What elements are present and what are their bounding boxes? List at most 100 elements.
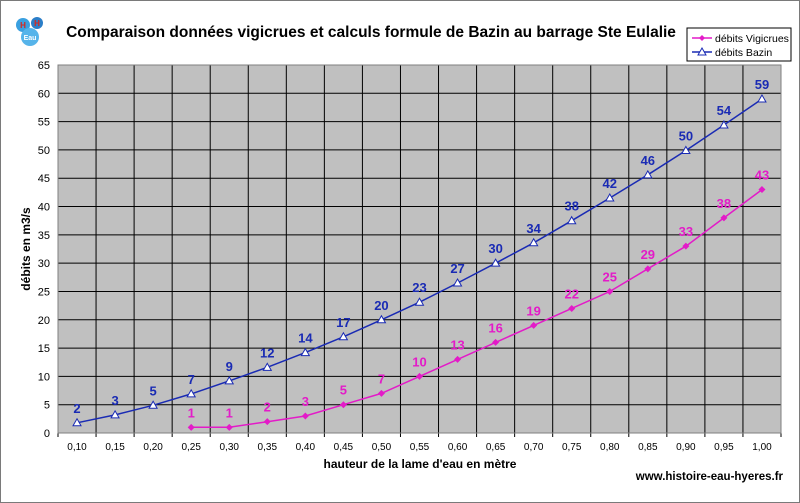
data-point-bazin [642, 169, 653, 179]
y-tick-label: 45 [38, 173, 50, 185]
x-tick-label: 0,40 [296, 442, 316, 453]
data-label-bazin: 17 [336, 315, 350, 330]
logo-letter-left: H [20, 21, 26, 30]
data-point-bazin [148, 400, 158, 409]
x-tick-label: 0,25 [181, 442, 201, 453]
x-tick-label: 0,50 [372, 442, 392, 453]
data-point-bazin [72, 417, 82, 427]
logo-word: Eau [24, 35, 37, 42]
data-label-bazin: 23 [412, 280, 426, 295]
x-tick-label: 0,10 [67, 442, 87, 453]
data-label-bazin: 7 [188, 372, 195, 387]
y-tick-label: 60 [38, 88, 50, 100]
plot-border [57, 64, 782, 434]
x-tick-label: 0,80 [600, 442, 620, 453]
data-label-vigicrues: 38 [717, 196, 731, 211]
data-point-bazin [566, 215, 577, 225]
y-tick-label: 40 [38, 202, 50, 214]
data-point-vigicrues [187, 423, 195, 431]
data-label-vigicrues: 29 [641, 247, 655, 262]
x-tick-label: 0,70 [524, 442, 544, 453]
data-label-vigicrues: 19 [526, 303, 540, 318]
data-label-vigicrues: 3 [302, 394, 309, 409]
data-point-vigicrues [454, 355, 462, 363]
data-label-bazin: 3 [111, 393, 118, 408]
x-tick-label: 0,15 [105, 442, 125, 453]
plot-area [58, 65, 781, 433]
data-label-bazin: 20 [374, 298, 388, 313]
series-line-vigicrues [191, 188, 763, 429]
y-tick-label: 65 [38, 60, 50, 72]
y-axis-title: débits en m3/s [19, 207, 33, 291]
y-tick-label: 15 [38, 343, 50, 355]
legend-label-vigicrues: débits Vigicrues [715, 33, 789, 45]
data-point-bazin [376, 314, 387, 324]
logo-letter-right: H [34, 19, 40, 28]
data-label-vigicrues: 13 [450, 337, 464, 352]
data-point-vigicrues [644, 265, 652, 273]
legend-marker-vigicrues [699, 35, 705, 41]
data-label-bazin: 12 [260, 345, 274, 360]
data-label-bazin: 42 [603, 176, 617, 191]
x-tick-labels: 0,10 0,15 0,20 0,25 0,30 0,35 0,40 0,45 0,50 0,55… [67, 442, 772, 453]
data-label-vigicrues: 2 [264, 400, 271, 415]
x-axis-title: hauteur de la lame d'eau en mètre [324, 457, 517, 471]
x-tick-label: 0,20 [143, 442, 163, 453]
data-label-vigicrues: 22 [564, 286, 578, 301]
y-tick-label: 20 [38, 315, 50, 327]
x-tick-label: 0,60 [448, 442, 468, 453]
x-tick-label: 0,30 [220, 442, 240, 453]
data-label-vigicrues: 25 [603, 269, 617, 284]
legend-marker-bazin [697, 46, 707, 56]
x-tick-label: 0,75 [562, 442, 582, 453]
logo-drop-center [21, 28, 39, 46]
data-point-vigicrues [416, 372, 423, 380]
y-tick-label: 5 [44, 400, 50, 412]
x-tick-label: 0,85 [638, 442, 658, 453]
data-label-bazin: 14 [298, 331, 313, 346]
x-tick-label: 0,95 [714, 442, 734, 453]
x-tick-label: 0,45 [334, 442, 354, 453]
data-label-bazin: 34 [526, 221, 541, 236]
logo-icon: H Eau H [16, 17, 43, 46]
data-label-vigicrues: 43 [755, 168, 769, 183]
data-point-vigicrues [339, 401, 347, 409]
data-point-bazin [300, 347, 311, 357]
data-point-bazin [262, 362, 273, 371]
data-label-vigicrues: 1 [188, 405, 195, 420]
data-label-bazin: 54 [717, 103, 732, 118]
data-label-bazin: 30 [488, 241, 502, 256]
data-label-vigicrues: 33 [679, 224, 693, 239]
data-label-vigicrues: 5 [340, 383, 347, 398]
data-label-bazin: 59 [755, 77, 769, 92]
data-point-vigicrues [720, 214, 728, 222]
x-tick-label: 0,35 [258, 442, 278, 453]
y-tick-labels: 0 5 10 15 20 25 30 35 40 45 50 55 60 65 [38, 60, 50, 440]
y-tick-label: 50 [38, 145, 50, 157]
data-label-bazin: 5 [150, 383, 157, 398]
data-point-bazin [414, 297, 425, 306]
data-label-vigicrues: 16 [488, 320, 502, 335]
logo-drop-left [16, 18, 30, 32]
data-label-bazin: 38 [564, 199, 578, 214]
data-label-vigicrues: 7 [378, 371, 385, 386]
data-point-bazin [110, 409, 120, 419]
legend-label-bazin: débits Bazin [715, 47, 772, 59]
chart-title: Comparaison données vigicrues et calculs… [66, 24, 676, 41]
data-label-bazin: 46 [641, 153, 655, 168]
y-tick-label: 55 [38, 117, 50, 129]
data-label-bazin: 50 [679, 128, 693, 143]
data-point-vigicrues [530, 321, 538, 329]
logo-drop-right [31, 17, 43, 29]
data-point-vigicrues [682, 242, 690, 250]
data-point-bazin [757, 93, 767, 103]
data-point-vigicrues [568, 304, 576, 312]
y-tick-label: 25 [38, 286, 50, 298]
legend-box [686, 27, 792, 62]
x-tick-label: 1,00 [752, 442, 772, 453]
data-point-bazin [490, 258, 501, 267]
data-label-bazin: 2 [73, 401, 80, 416]
x-tick-label: 0,90 [676, 442, 696, 453]
data-point-bazin [224, 375, 235, 385]
